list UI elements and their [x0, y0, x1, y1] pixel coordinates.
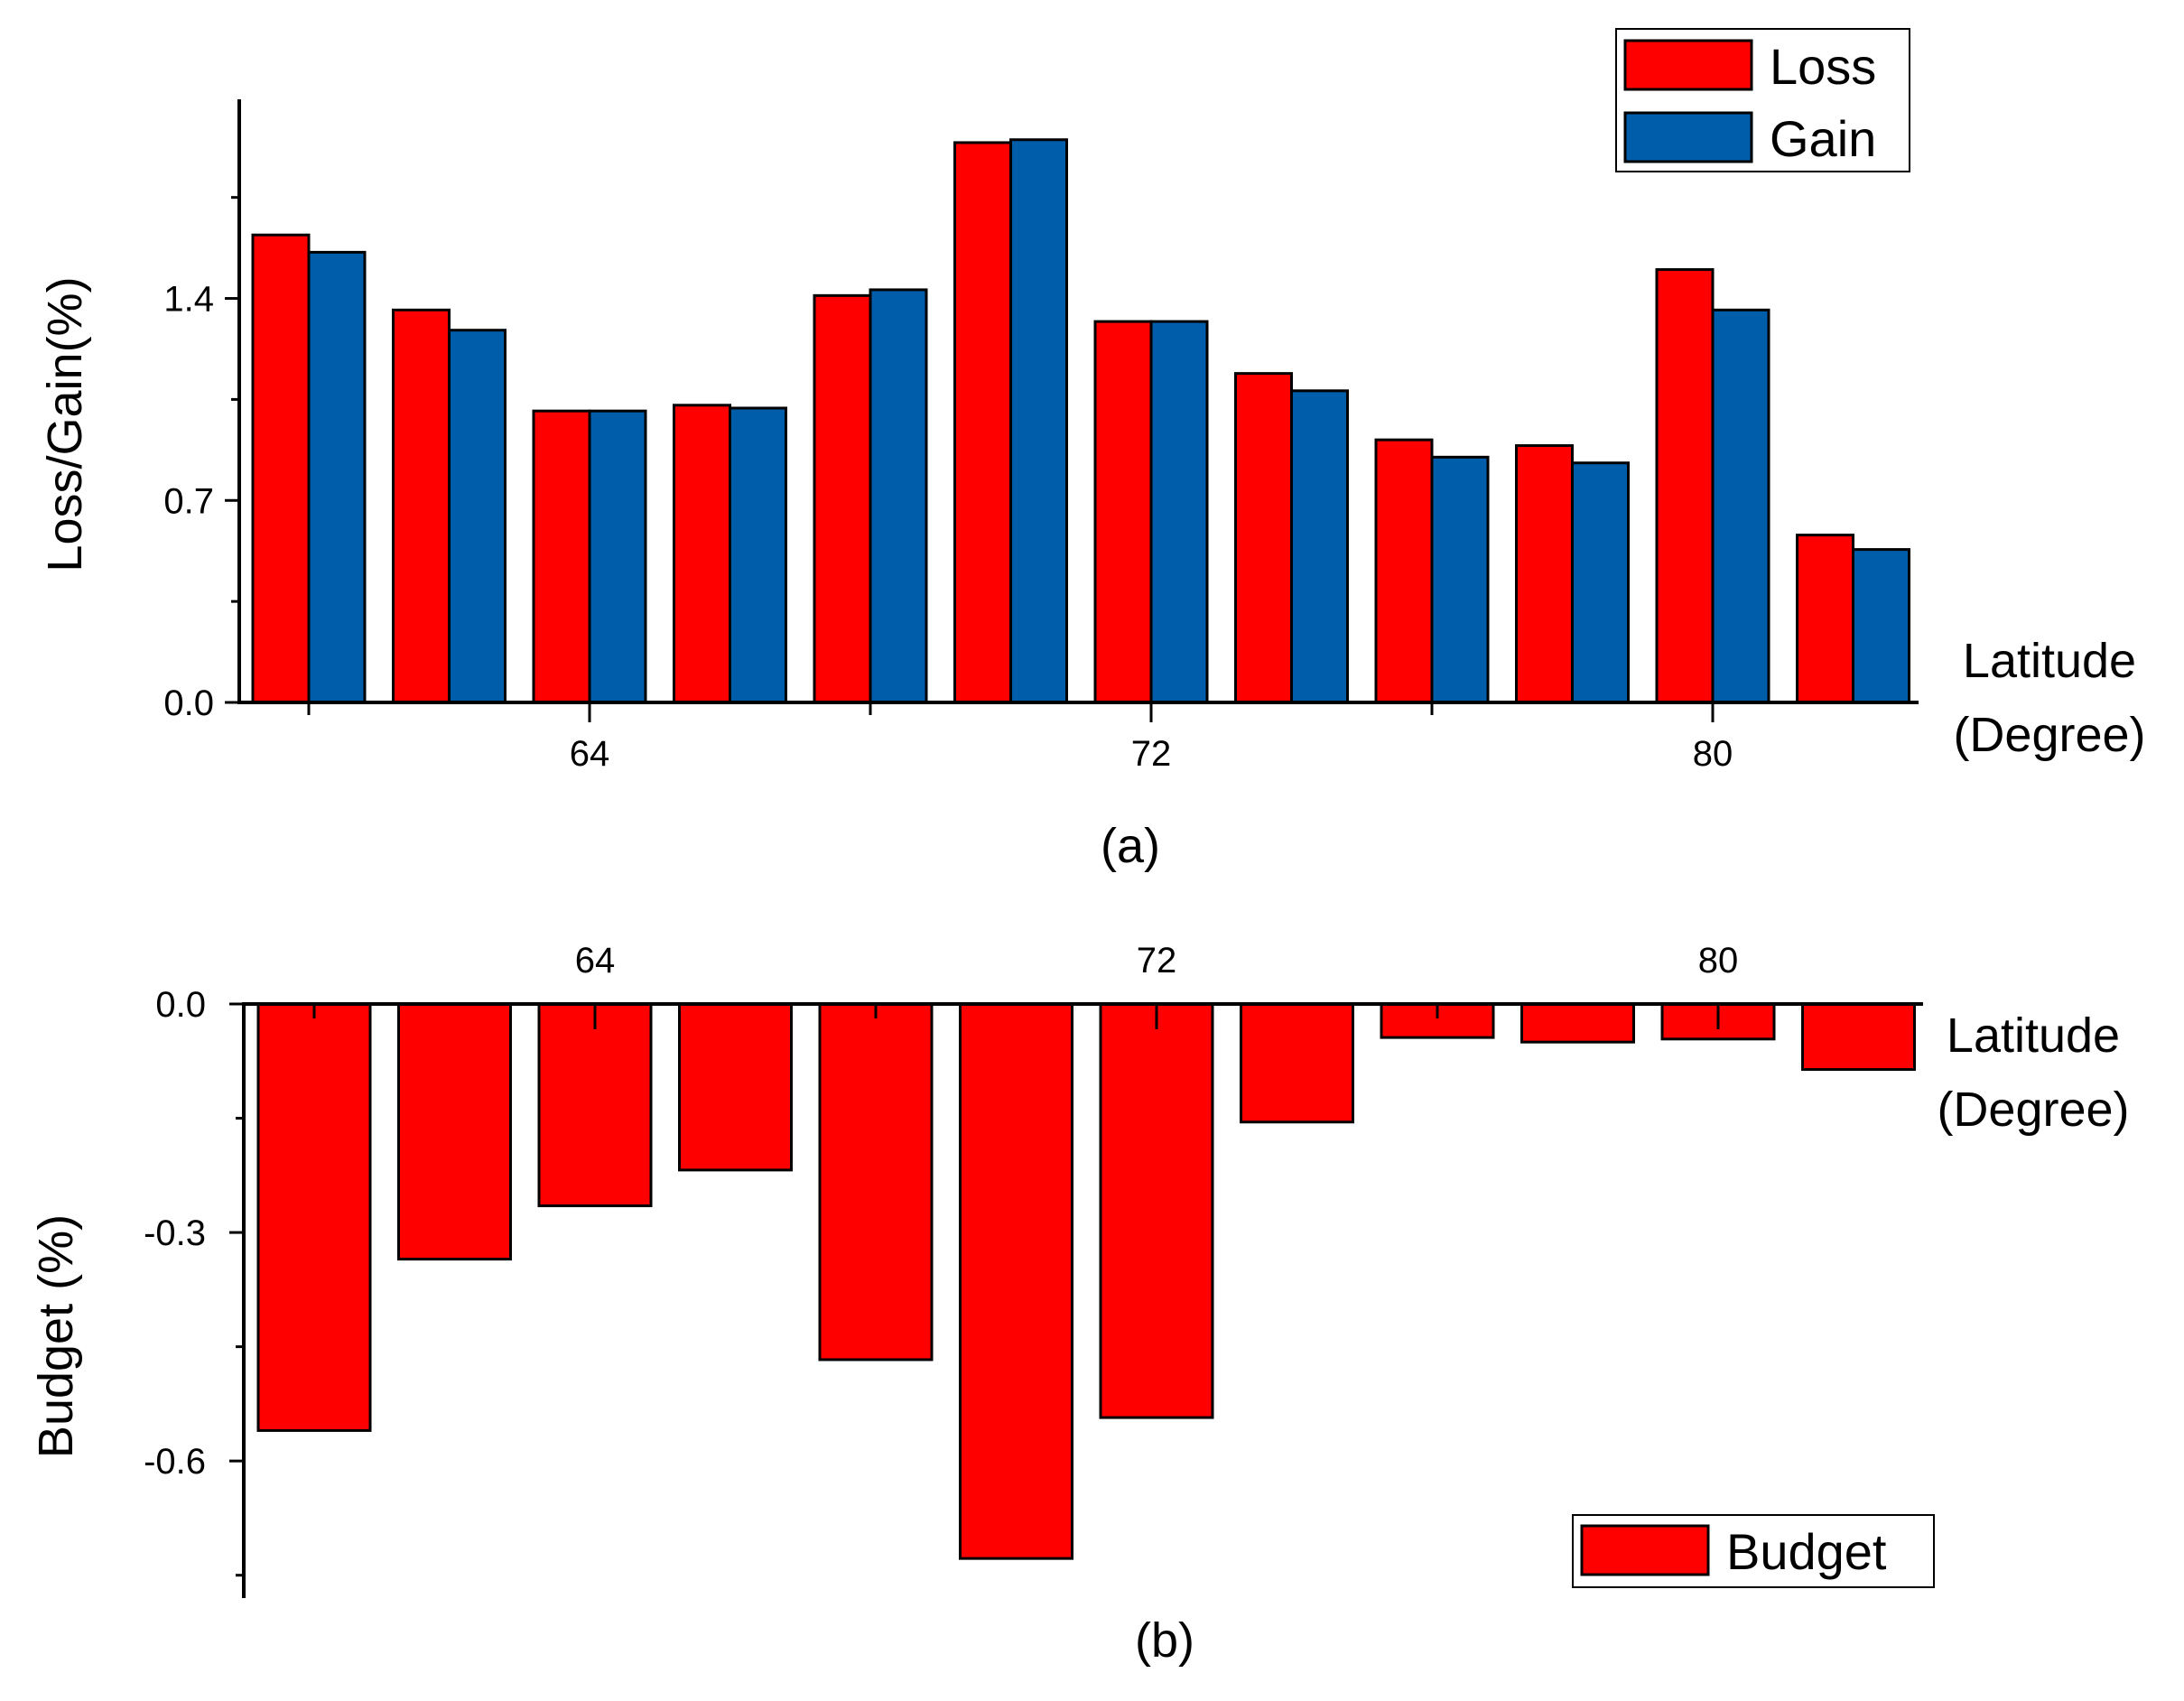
bar-budget-70	[959, 1002, 1073, 1560]
panel-b-legend: Budget	[1572, 1514, 1935, 1588]
bar-gain-70	[1009, 138, 1068, 704]
panel-b-y-axis-title: Budget (%)	[29, 1214, 83, 1458]
bar-gain-66	[729, 406, 787, 704]
panel-a: 0.0 0.7 1.4 64 72 80 Loss/Gain(%) Latitude (…	[38, 28, 2146, 873]
panel-b: 0.0 -0.3 -0.6 64 72 80 Budget (%) Latitude (…	[29, 941, 2130, 1668]
bar-budget-66	[678, 1002, 793, 1172]
a-y-tick-label: 1.4	[163, 280, 214, 320]
bar-budget-60	[256, 1002, 372, 1432]
panel-b-bars	[256, 1002, 1916, 1560]
a-x-tick-label: 72	[1131, 734, 1172, 774]
bar-gain-80	[1711, 308, 1770, 704]
panel-a-y-axis-title: Loss/Gain(%)	[38, 276, 92, 572]
bar-loss-70	[953, 141, 1012, 704]
b-y-tick-label: -0.6	[144, 1442, 206, 1482]
panel-a-x-ticks: 64 72 80	[307, 702, 1733, 774]
bar-loss-80	[1655, 268, 1715, 704]
bar-loss-66	[673, 404, 731, 704]
b-x-tick-label: 72	[1137, 941, 1177, 981]
b-x-tick-label: 80	[1698, 941, 1739, 981]
b-y-tick-label: -0.3	[144, 1213, 206, 1253]
bar-loss-72	[1093, 320, 1153, 704]
panel-b-label: (b)	[1135, 1613, 1194, 1668]
bar-loss-64	[532, 409, 591, 704]
panel-b-y-ticks: 0.0 -0.3 -0.6	[144, 985, 244, 1577]
bar-gain-74	[1290, 389, 1349, 704]
a-y-tick-label: 0.0	[163, 683, 214, 723]
panel-a-x-axis-title-line1: Latitude	[1963, 634, 2136, 688]
a-y-tick-label: 0.7	[163, 481, 214, 521]
bar-gain-76	[1430, 455, 1490, 704]
bar-budget-64	[537, 1002, 653, 1208]
bar-loss-74	[1234, 372, 1293, 704]
bar-loss-68	[813, 293, 872, 704]
panel-b-x-ticks: 64 72 80	[312, 941, 1739, 1029]
bar-budget-72	[1099, 1002, 1214, 1419]
bar-gain-78	[1571, 461, 1630, 704]
legend-label-budget: Budget	[1726, 1523, 1887, 1580]
panel-b-x-axis-title-line1: Latitude	[1947, 1009, 2120, 1063]
bar-gain-82	[1852, 548, 1910, 704]
a-x-tick-label: 80	[1693, 734, 1733, 774]
bar-loss-78	[1515, 444, 1574, 704]
b-y-tick-label: 0.0	[155, 985, 206, 1025]
panel-a-label: (a)	[1101, 819, 1160, 873]
bar-gain-72	[1149, 320, 1209, 704]
legend-label-gain: Gain	[1770, 110, 1876, 167]
bar-loss-62	[392, 308, 451, 704]
bar-budget-74	[1240, 1002, 1354, 1124]
bar-gain-68	[869, 288, 928, 704]
legend-label-loss: Loss	[1770, 38, 1876, 95]
bar-loss-82	[1796, 534, 1854, 704]
bar-budget-78	[1520, 1002, 1635, 1044]
legend-swatch-gain	[1623, 111, 1753, 163]
legend-swatch-budget	[1580, 1524, 1710, 1576]
bar-gain-60	[307, 250, 367, 704]
bar-gain-62	[448, 329, 507, 704]
bar-budget-62	[397, 1002, 512, 1261]
b-x-tick-label: 64	[575, 941, 616, 981]
panel-a-bars	[251, 138, 1910, 704]
legend-swatch-loss	[1623, 39, 1753, 91]
a-x-tick-label: 64	[570, 734, 610, 774]
bar-budget-82	[1801, 1002, 1916, 1072]
panel-a-x-axis-title-line2: (Degree)	[1953, 708, 2145, 762]
panel-b-x-axis-title-line2: (Degree)	[1937, 1083, 2129, 1137]
panel-a-legend: Loss Gain	[1615, 28, 1910, 172]
bar-loss-76	[1374, 438, 1434, 704]
bar-budget-68	[818, 1002, 934, 1362]
bar-gain-64	[588, 409, 647, 704]
panel-a-y-ticks: 0.0 0.7 1.4	[163, 196, 239, 723]
bar-loss-60	[251, 233, 311, 704]
